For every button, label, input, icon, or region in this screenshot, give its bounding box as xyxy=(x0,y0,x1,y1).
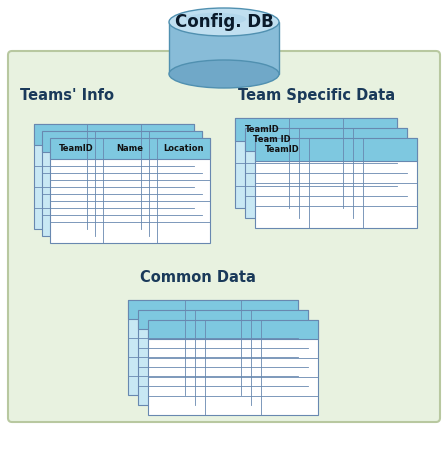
Bar xyxy=(50,138,210,243)
Text: Team ID: Team ID xyxy=(253,135,291,144)
Text: Location: Location xyxy=(163,144,203,153)
Bar xyxy=(42,131,202,236)
Text: Config. DB: Config. DB xyxy=(175,13,273,31)
Bar xyxy=(255,138,417,161)
Text: Name: Name xyxy=(116,144,143,153)
Text: Common Data: Common Data xyxy=(140,270,256,285)
Text: TeamID: TeamID xyxy=(265,145,299,154)
Bar xyxy=(235,118,397,140)
Bar xyxy=(148,320,318,339)
Ellipse shape xyxy=(186,13,246,25)
Bar xyxy=(235,118,397,208)
Bar xyxy=(245,128,407,150)
Text: Team Specific Data: Team Specific Data xyxy=(238,88,395,103)
Text: TeamID: TeamID xyxy=(245,125,280,134)
Bar xyxy=(138,310,308,329)
FancyBboxPatch shape xyxy=(8,51,440,422)
Bar xyxy=(34,124,194,145)
Bar xyxy=(255,138,417,228)
Bar xyxy=(128,300,298,395)
Bar xyxy=(128,300,298,319)
Bar xyxy=(42,131,202,152)
Ellipse shape xyxy=(169,8,279,36)
Bar xyxy=(50,138,210,159)
Text: Teams' Info: Teams' Info xyxy=(20,88,114,103)
Bar xyxy=(148,320,318,415)
Bar xyxy=(34,124,194,229)
Ellipse shape xyxy=(169,60,279,88)
Bar xyxy=(138,310,308,405)
Text: TeamID: TeamID xyxy=(59,144,94,153)
Bar xyxy=(245,128,407,218)
Bar xyxy=(169,22,279,74)
